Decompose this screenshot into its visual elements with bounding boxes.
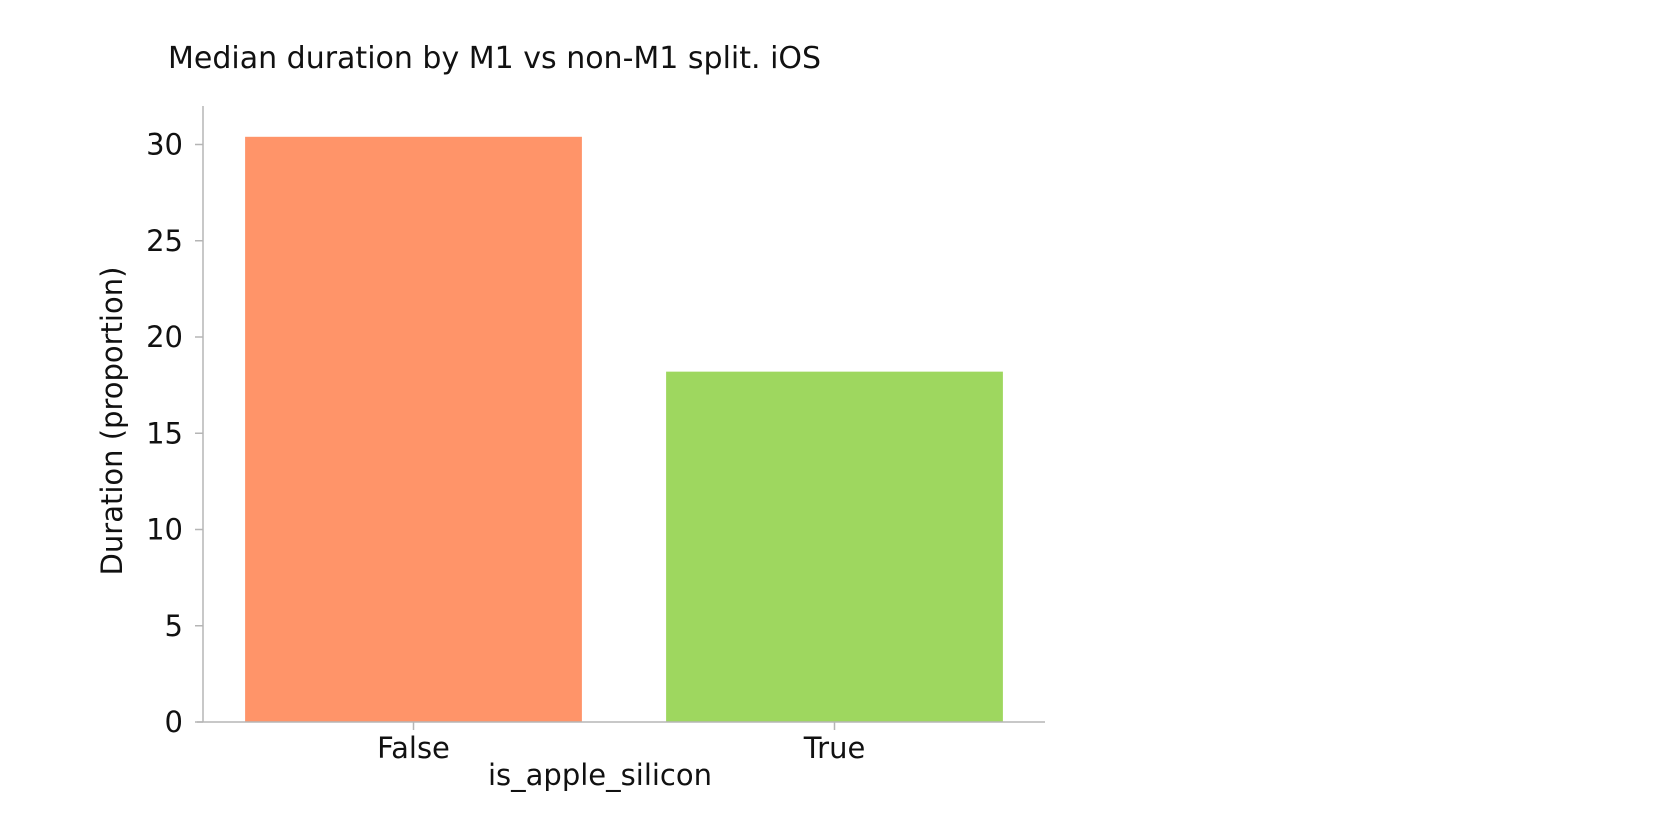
y-tick-label: 15 — [146, 416, 183, 450]
plot-area: 0 5 10 15 20 25 30 False True — [146, 106, 1045, 765]
y-tick-label: 25 — [146, 224, 183, 258]
y-tick-label: 5 — [165, 609, 183, 643]
y-tick-label: 20 — [146, 320, 183, 354]
y-tick-label: 0 — [165, 705, 183, 739]
bar-false — [245, 136, 582, 723]
bar-true — [666, 371, 1003, 722]
x-tick-label-false: False — [377, 731, 450, 765]
x-axis-label: is_apple_silicon — [488, 758, 712, 792]
y-tick-label: 30 — [146, 128, 183, 162]
y-axis-label: Duration (proportion) — [95, 267, 129, 576]
y-tick-label: 10 — [146, 513, 183, 547]
x-tick-label-true: True — [803, 731, 866, 765]
chart-title: Median duration by M1 vs non-M1 split. i… — [168, 41, 821, 76]
